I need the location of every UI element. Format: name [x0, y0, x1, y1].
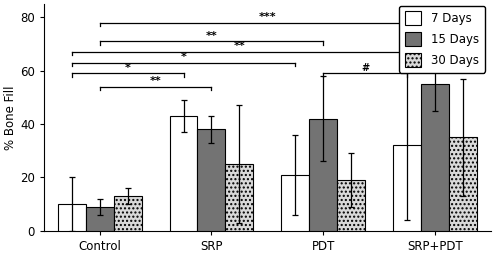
- Text: **: **: [149, 76, 161, 86]
- Bar: [449, 137, 477, 231]
- Bar: [170, 116, 198, 231]
- Bar: [114, 196, 142, 231]
- Text: **: **: [234, 41, 246, 51]
- Bar: [198, 130, 225, 231]
- Text: #: #: [361, 63, 369, 73]
- Text: **: **: [205, 31, 217, 41]
- Text: *: *: [181, 52, 187, 62]
- Bar: [393, 145, 421, 231]
- Bar: [86, 207, 114, 231]
- Bar: [337, 180, 365, 231]
- Bar: [281, 175, 309, 231]
- Bar: [309, 119, 337, 231]
- Text: ***: ***: [258, 12, 276, 22]
- Bar: [58, 204, 86, 231]
- Y-axis label: % Bone Fill: % Bone Fill: [4, 85, 17, 150]
- Bar: [225, 164, 253, 231]
- Text: *: *: [125, 63, 131, 73]
- Legend: 7 Days, 15 Days, 30 Days: 7 Days, 15 Days, 30 Days: [399, 6, 485, 73]
- Bar: [421, 84, 449, 231]
